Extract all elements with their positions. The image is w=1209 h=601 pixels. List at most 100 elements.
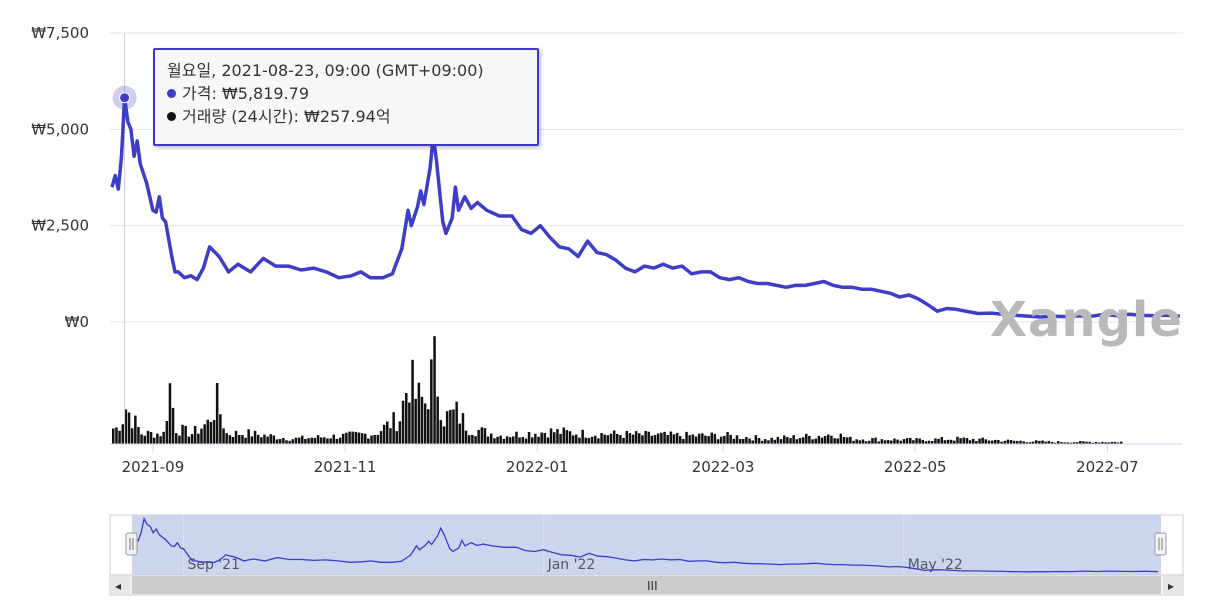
volume-bar <box>833 438 836 444</box>
volume-bar <box>571 435 575 444</box>
volume-bar <box>301 435 304 444</box>
volume-bar <box>965 438 969 444</box>
volume-bar <box>710 432 714 444</box>
volume-bar <box>600 433 603 444</box>
volume-bar <box>1038 440 1041 444</box>
scrollbar-right-button[interactable] <box>1163 576 1183 594</box>
volume-bar <box>704 435 707 444</box>
volume-bar <box>1107 442 1110 444</box>
volume-bar <box>197 433 200 444</box>
volume-bar <box>842 437 846 444</box>
volume-bar <box>310 437 314 444</box>
volume-bar <box>332 434 336 444</box>
volume-bar <box>795 439 799 444</box>
volume-bar <box>341 433 345 444</box>
volume-bar <box>846 437 849 444</box>
x-tick-label: 2022-03 <box>692 458 755 476</box>
volume-bar <box>1028 442 1032 444</box>
volume-bar <box>461 413 465 444</box>
volume-bar <box>250 436 254 444</box>
volume-bar <box>1066 442 1070 444</box>
volume-bar <box>471 435 474 444</box>
hover-point[interactable] <box>119 92 131 104</box>
y-tick-label: ₩7,500 <box>31 24 89 42</box>
volume-bar <box>389 428 392 444</box>
volume-bar <box>902 439 906 444</box>
volume-bar <box>445 411 449 444</box>
volume-bar <box>502 438 506 444</box>
navigator-handle-left[interactable] <box>125 532 138 556</box>
volume-bar <box>449 409 452 444</box>
volume-bar <box>178 435 181 444</box>
volume-bar <box>156 433 159 444</box>
volume-bar <box>405 393 408 444</box>
volume-bar <box>634 431 638 444</box>
volume-bar <box>631 434 635 444</box>
volume-bar <box>565 430 569 444</box>
volume-bar <box>323 437 326 444</box>
volume-bar <box>1075 442 1079 444</box>
volume-bar <box>688 435 691 444</box>
volume-bar <box>357 432 361 444</box>
volume-bar <box>1025 442 1029 444</box>
volume-bar <box>187 436 191 444</box>
volume-bar <box>512 436 515 444</box>
volume-bar <box>754 435 758 444</box>
volume-bar <box>442 426 446 444</box>
volume-bar <box>364 433 367 444</box>
volume-bar <box>515 431 518 444</box>
volume-bar <box>162 431 165 444</box>
volume-bar <box>1094 442 1098 444</box>
volume-bar <box>779 439 783 444</box>
volume-bar <box>685 431 688 444</box>
volume-bar <box>616 434 619 444</box>
volume-bar <box>1019 440 1022 444</box>
tooltip-price-label: 가격 <box>182 84 212 103</box>
volume-bar <box>915 438 918 444</box>
volume-bar <box>669 431 673 444</box>
volume-bar <box>392 412 395 444</box>
y-tick-label: ₩0 <box>65 313 89 331</box>
volume-bar <box>909 437 912 444</box>
volume-bar <box>127 412 131 444</box>
volume-bar <box>839 433 843 444</box>
volume-bar <box>931 441 934 444</box>
volume-bar <box>379 431 383 444</box>
volume-bar <box>112 428 115 444</box>
volume-bar <box>130 428 134 444</box>
volume-bar <box>946 439 950 444</box>
volume-bar <box>694 436 698 444</box>
volume-bar <box>171 407 175 444</box>
volume-bar <box>880 439 884 444</box>
navigator-selection[interactable] <box>132 515 1161 575</box>
volume-bar <box>496 436 499 444</box>
volume-bar <box>987 440 991 444</box>
volume-bar <box>997 440 1000 444</box>
volume-bar <box>477 430 480 444</box>
volume-bar <box>984 439 988 444</box>
volume-bar <box>540 432 543 444</box>
volume-bar <box>398 421 402 444</box>
tooltip-price-row: 가격: ₩5,819.79 <box>167 82 525 105</box>
volume-bar <box>278 439 282 444</box>
volume-bar <box>805 433 808 444</box>
volume-bar <box>1047 440 1051 444</box>
scrollbar-thumb[interactable] <box>132 576 1161 594</box>
volume-bar <box>905 438 909 444</box>
navigator-handle-right[interactable] <box>1154 532 1167 556</box>
volume-bar <box>581 429 584 444</box>
volume-bar <box>723 435 726 444</box>
navigator-tick-label: Sep '21 <box>187 557 240 573</box>
volume-bar <box>899 440 903 444</box>
volume-bar <box>877 441 881 444</box>
volume-bar <box>534 433 537 444</box>
volume-bar <box>297 437 301 444</box>
volume-bar <box>190 434 194 444</box>
volume-bar <box>326 438 329 444</box>
volume-bar <box>757 438 761 444</box>
volume-bar <box>467 435 471 444</box>
scrollbar-left-button[interactable] <box>110 576 130 594</box>
volume-bar <box>697 433 701 444</box>
volume-bar <box>691 434 695 444</box>
